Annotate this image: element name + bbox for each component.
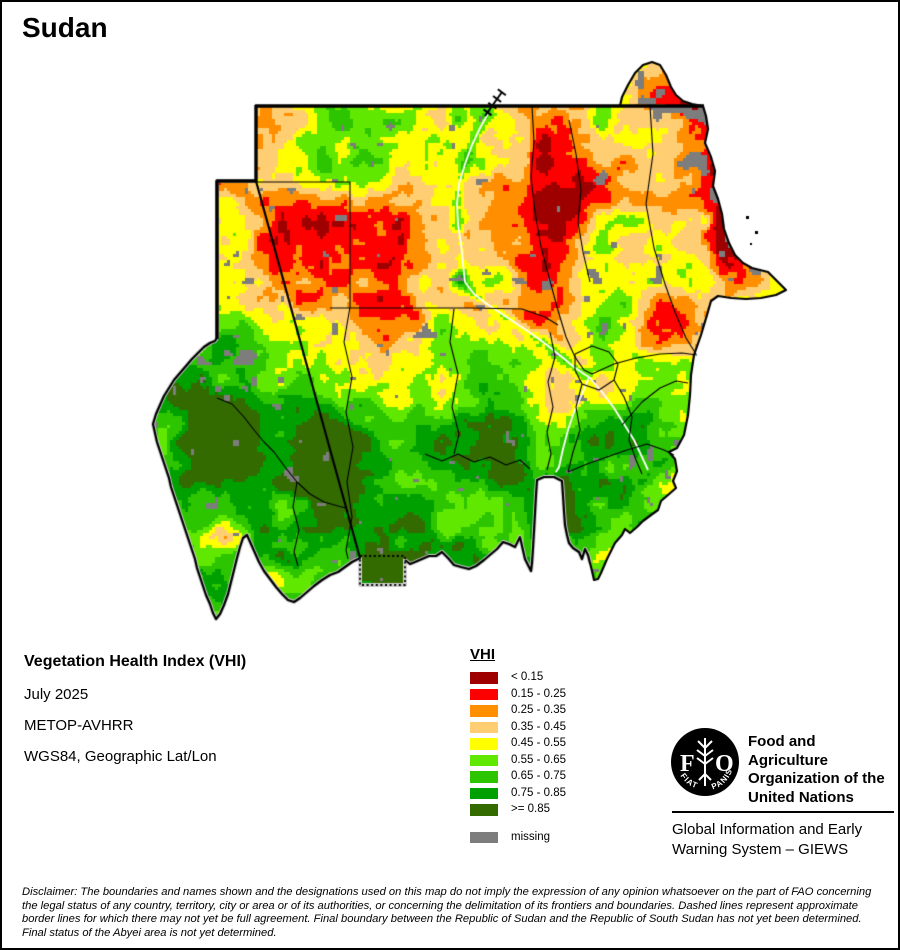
legend-row: < 0.15 [470,671,566,684]
legend-swatch [470,738,498,750]
page-title: Sudan [22,12,108,43]
wheat-ear-icon [696,738,714,786]
legend-swatch [470,804,498,816]
legend-row: 0.45 - 0.55 [470,737,566,750]
legend-row: 0.15 - 0.25 [470,687,566,700]
legend-swatch [470,721,498,733]
legend-class-label: 0.25 - 0.35 [511,704,566,716]
legend-swatch [470,705,498,717]
fao-logo-letter-f: F [680,751,695,777]
legend-class-label: < 0.15 [511,671,544,683]
product-name: Vegetation Health Index (VHI) [24,653,247,670]
legend: VHI < 0.15 0.15 - 0.25 0.25 - 0.35 0.35 - 0… [470,646,566,848]
footer-divider [672,811,894,813]
legend-swatch [470,771,498,783]
projection-name: WGS84, Geographic Lat/Lon [24,748,217,765]
legend-swatch [470,672,498,684]
legend-classes: < 0.15 0.15 - 0.25 0.25 - 0.35 0.35 - 0.45 0… [470,671,566,816]
legend-row: 0.25 - 0.35 [470,704,566,717]
legend-row: 0.75 - 0.85 [470,786,566,799]
legend-class-label: 0.35 - 0.45 [511,720,566,733]
fao-name: Food and Agriculture Organization of the… [748,733,898,807]
legend-swatch [470,688,498,700]
fao-name-line1: Food and Agriculture [748,733,829,769]
sensor-name: METOP-AVHRR [24,717,134,734]
legend-class-label: 0.45 - 0.55 [511,737,566,749]
legend-row-missing: missing [470,830,566,843]
legend-class-label: 0.55 - 0.65 [511,753,566,766]
fao-name-line3: United Nations [748,788,854,806]
legend-row: 0.35 - 0.45 [470,720,566,733]
legend-title: VHI [470,646,496,663]
legend-missing-swatch [470,831,498,843]
legend-swatch [470,787,498,799]
disclaimer-text: Disclaimer: The boundaries and names sho… [22,886,872,939]
vhi-map-canvas [2,2,898,647]
legend-row: >= 0.85 [470,803,566,816]
giews-line2: Warning System – GIEWS [672,841,849,858]
legend-class-label: >= 0.85 [511,803,551,815]
legend-class-label: 0.75 - 0.85 [511,786,566,799]
legend-missing-label: missing [511,830,550,843]
legend-class-label: 0.15 - 0.25 [511,687,566,700]
legend-class-label: 0.65 - 0.75 [511,770,566,782]
giews-name: Global Information and Early Warning Sys… [672,820,862,860]
legend-row: 0.65 - 0.75 [470,770,566,783]
fao-name-line2: Organization of the [748,770,885,787]
legend-row: 0.55 - 0.65 [470,753,566,766]
legend-swatch [470,754,498,766]
fao-logo: F O FIAT PANIS [671,728,739,796]
fao-logo-letter-o: O [715,751,734,777]
giews-line1: Global Information and Early [672,821,863,838]
map-date: July 2025 [24,686,89,703]
